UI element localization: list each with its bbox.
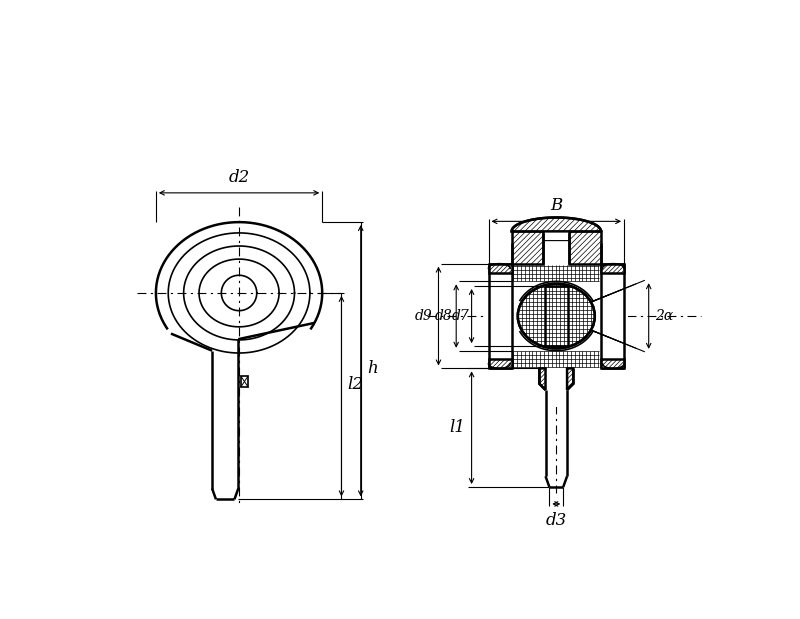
Text: l2: l2 [348, 376, 364, 393]
Ellipse shape [518, 284, 594, 348]
Text: d7: d7 [451, 309, 470, 323]
Text: d9: d9 [414, 309, 432, 323]
Text: B: B [550, 197, 562, 214]
Polygon shape [567, 368, 574, 390]
Polygon shape [601, 264, 624, 273]
Text: d2: d2 [229, 169, 250, 186]
Text: d3: d3 [546, 512, 567, 529]
Polygon shape [489, 359, 512, 368]
Text: l1: l1 [450, 419, 466, 436]
Bar [241, 376, 248, 387]
Polygon shape [601, 359, 624, 368]
Polygon shape [539, 368, 546, 390]
Text: h: h [368, 360, 378, 377]
Polygon shape [512, 217, 601, 232]
Text: d8: d8 [434, 309, 452, 323]
Polygon shape [489, 264, 512, 273]
Text: 2α: 2α [655, 309, 673, 323]
Polygon shape [512, 232, 543, 264]
Text: A: A [551, 220, 562, 235]
Bar [485, 232, 628, 407]
Polygon shape [570, 232, 601, 264]
